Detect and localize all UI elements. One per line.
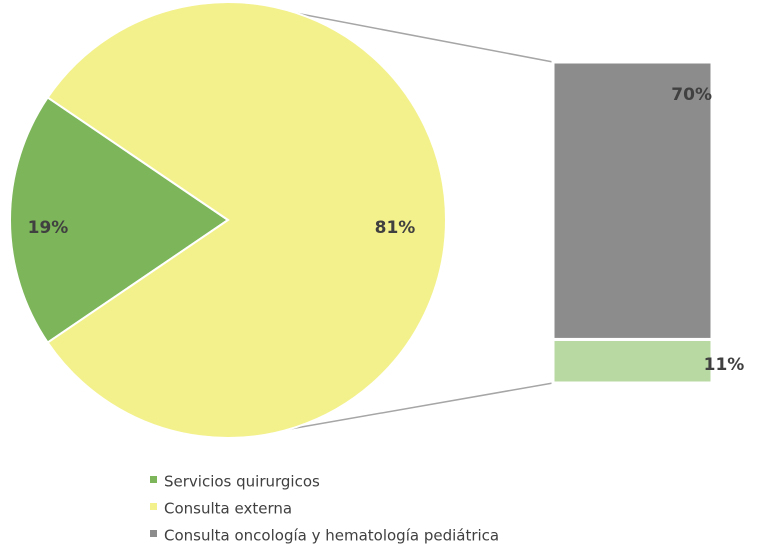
pie-slice (46, 1, 447, 439)
data-label: 70% (671, 85, 712, 105)
legend-label: Servicios quirurgicos (164, 473, 320, 491)
data-label: 19% (28, 218, 69, 238)
bar-segment (551, 60, 714, 341)
legend-swatch (150, 476, 157, 483)
pie-slice (9, 96, 230, 344)
legend-label: Consulta externa (164, 500, 292, 518)
legend-swatch (150, 503, 157, 510)
connector-line (289, 11, 554, 63)
legend-label: Consulta oncología y hematología pediátr… (164, 527, 499, 545)
data-label: 11% (704, 355, 745, 375)
data-label: 81% (375, 218, 416, 238)
bar-segment (551, 337, 714, 385)
legend-swatch (150, 530, 157, 537)
connector-line (289, 382, 554, 430)
